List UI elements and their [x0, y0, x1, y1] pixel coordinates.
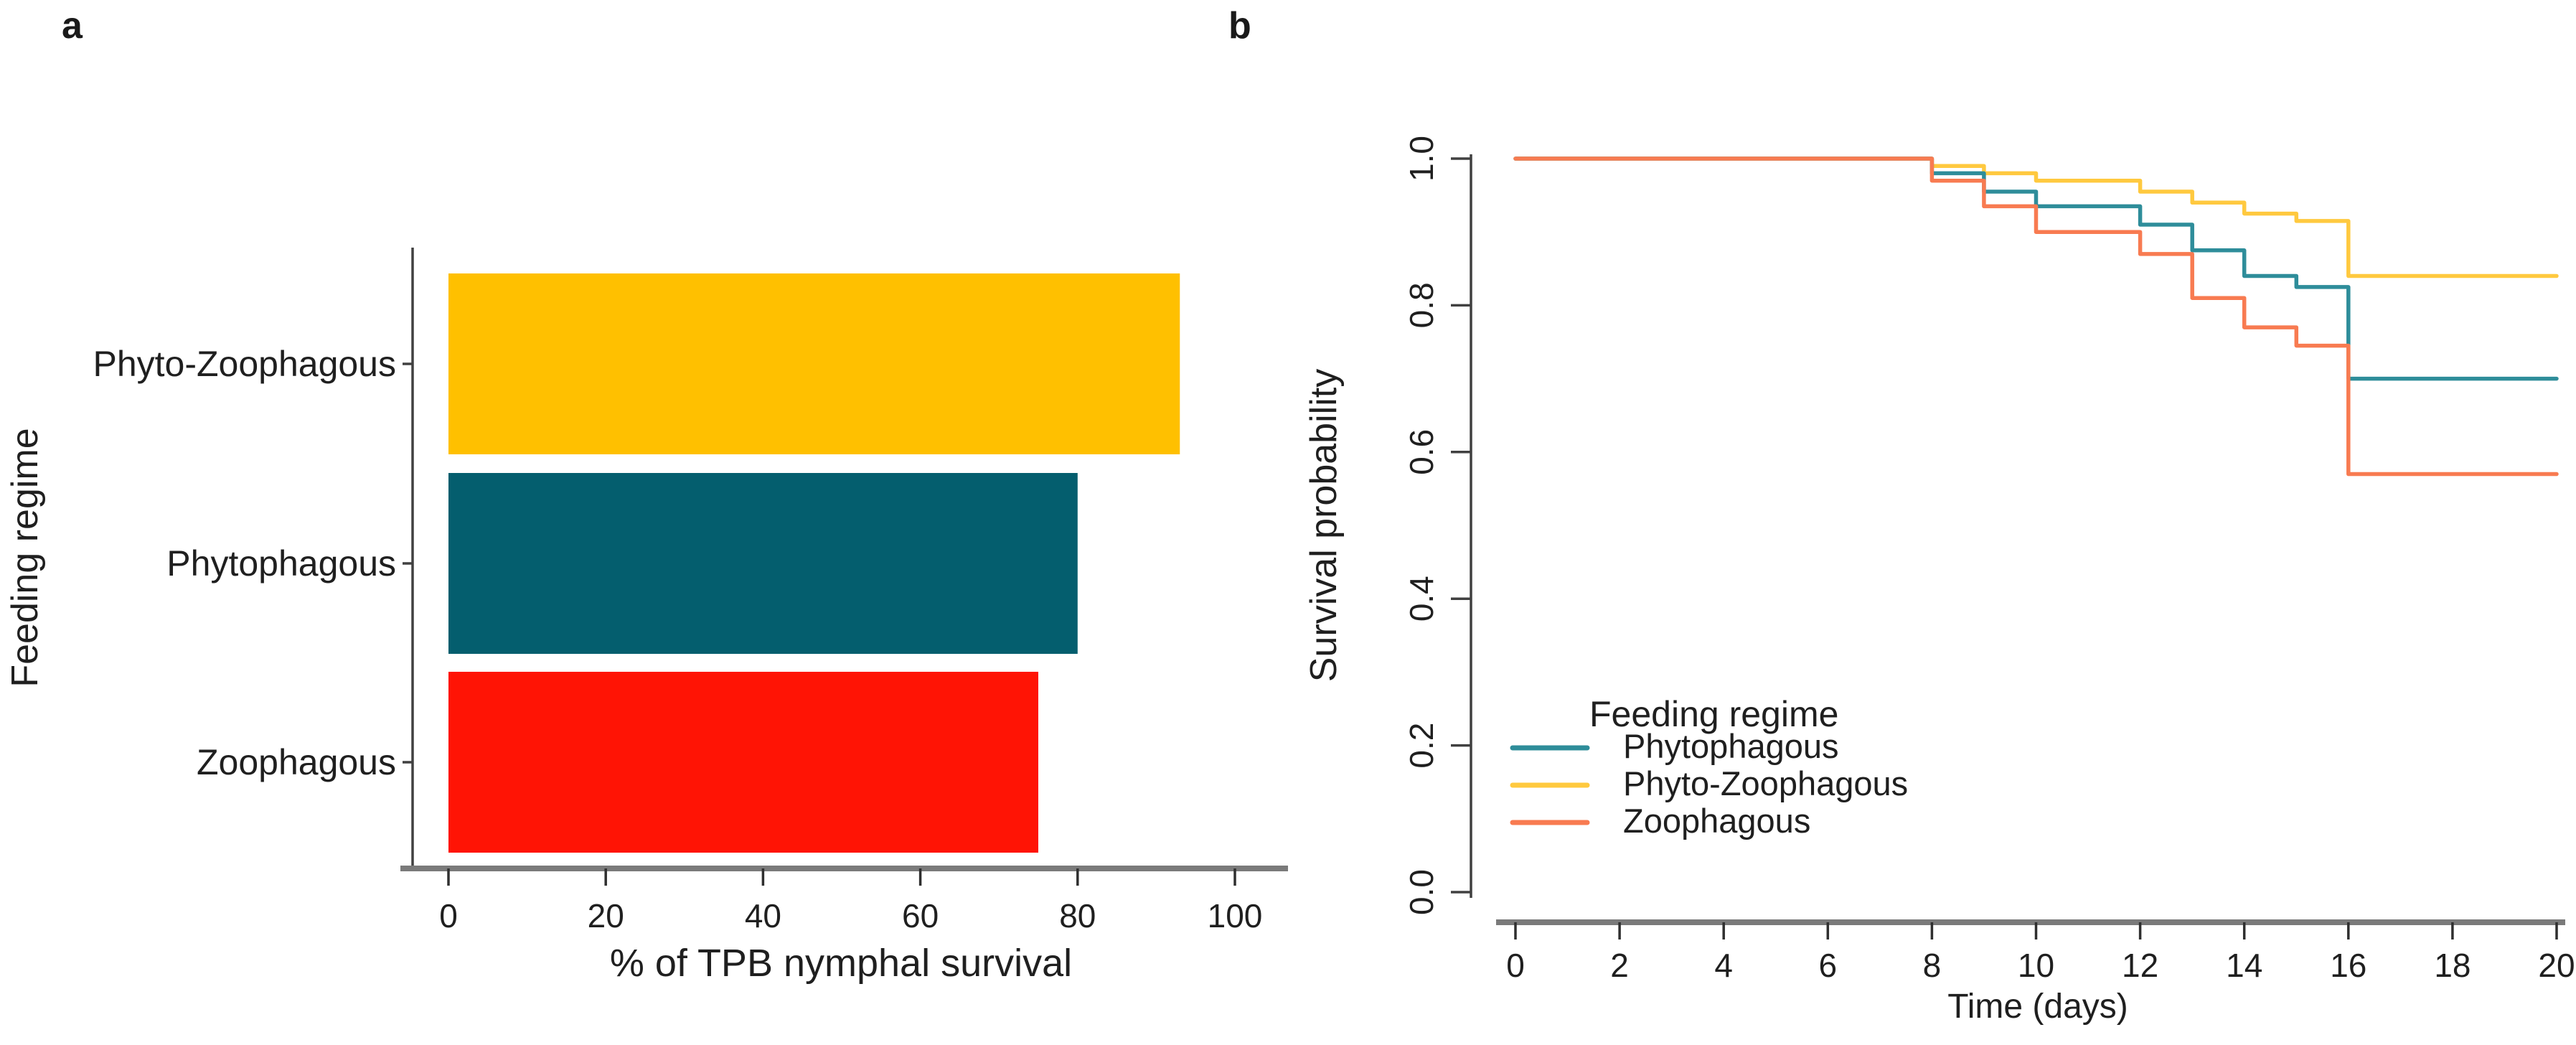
bar-chart-panel: Phyto-Zoophagous Phytophagous Zoophagous 0 2…	[4, 248, 1288, 985]
x-axis-title: % of TPB nymphal survival	[610, 942, 1072, 985]
x-tick-label: 14	[2226, 947, 2262, 984]
x-tick-label: 12	[2122, 947, 2158, 984]
bar-zoophagous	[448, 672, 1038, 853]
legend-entry-label: Phytophagous	[1623, 727, 1839, 765]
legend-entry-label: Zoophagous	[1623, 802, 1810, 840]
x-tick-label: 60	[902, 897, 939, 934]
x-tick-label: 20	[588, 897, 624, 934]
x-axis-title: Time (days)	[1947, 988, 2128, 1026]
x-tick-label: 10	[2018, 947, 2054, 984]
y-tick-label: 0.4	[1403, 576, 1440, 622]
survival-curve-phytophagous	[1513, 156, 2559, 381]
y-tick-label: 1.0	[1403, 136, 1440, 182]
survival-curve-panel: 0.0 0.2 0.4 0.6 0.8 1.0 0 2 4 6 8 10 12 14 16 18 20 Time …	[1303, 136, 2575, 1026]
y-axis-title: Feeding regime	[4, 428, 46, 687]
x-tick-label: 40	[745, 897, 781, 934]
x-tick-label: 0	[1506, 947, 1525, 984]
x-tick-label: 8	[1923, 947, 1942, 984]
panel-b-letter: b	[1228, 5, 1251, 47]
legend-title: Feeding regime	[1589, 694, 1838, 734]
y-tick-label: 0.0	[1403, 869, 1440, 915]
panel-a-letter: a	[62, 5, 83, 47]
x-tick-label: 20	[2538, 947, 2575, 984]
y-tick-label: 0.8	[1403, 282, 1440, 328]
bar-phyto-zoophagous	[448, 273, 1180, 454]
category-label: Phytophagous	[166, 543, 396, 584]
y-tick-label: 0.2	[1403, 723, 1440, 769]
x-tick-label: 6	[1819, 947, 1838, 984]
legend: Feeding regimePhytophagousPhyto-Zoophago…	[1510, 694, 1908, 840]
category-label: Phyto-Zoophagous	[93, 344, 396, 384]
x-tick-label: 16	[2330, 947, 2366, 984]
bar-phytophagous	[448, 473, 1078, 654]
legend-entry-label: Phyto-Zoophagous	[1623, 764, 1908, 802]
survival-curve-zoophagous	[1513, 156, 2559, 477]
x-tick-label: 100	[1208, 897, 1263, 934]
x-tick-label: 0	[439, 897, 458, 934]
y-axis-title: Survival probability	[1303, 369, 1345, 682]
x-tick-label: 2	[1610, 947, 1629, 984]
category-label: Zoophagous	[197, 742, 396, 782]
x-tick-label: 18	[2434, 947, 2471, 984]
x-tick-label: 4	[1714, 947, 1733, 984]
x-tick-label: 80	[1059, 897, 1096, 934]
y-tick-label: 0.6	[1403, 429, 1440, 475]
survival-curve-phyto-zoophagous	[1513, 156, 2559, 278]
